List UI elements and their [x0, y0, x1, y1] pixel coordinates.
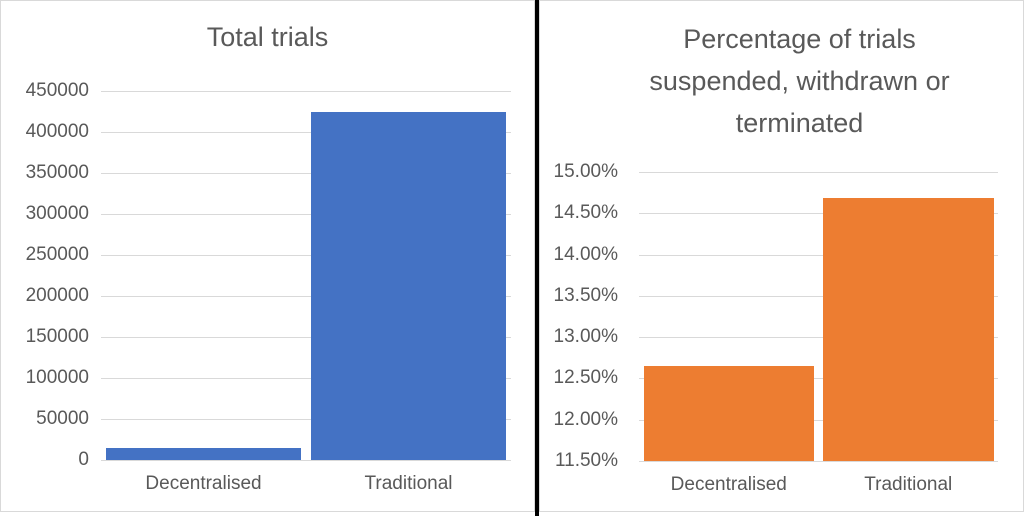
gridline-1150 [639, 461, 998, 462]
y-axis-tick-label: 400000 [25, 121, 89, 142]
y-axis-tick-label: 150000 [25, 326, 89, 347]
gridline-1400 [639, 255, 998, 256]
bar-decentralised [643, 366, 814, 461]
y-axis-tick-label: 450000 [25, 80, 89, 101]
y-axis-tick-label: 12.00% [553, 409, 618, 430]
y-axis-tick-label: 0 [78, 449, 89, 470]
total-trials-chart: Total trials 450000 400000 350000 300000 250… [0, 0, 535, 512]
gridline-350000 [101, 173, 511, 174]
gridline-400000 [101, 132, 511, 133]
gridline-100000 [101, 378, 511, 379]
x-axis-label-traditional: Traditional [864, 474, 953, 495]
percentage-suspended-chart: Percentage of trials suspended, withdraw… [539, 0, 1024, 512]
gridline-1500 [639, 172, 998, 173]
y-axis-tick-label: 350000 [25, 162, 89, 183]
chart-title-total-trials: Total trials [206, 22, 329, 52]
y-axis-tick-label: 12.50% [553, 367, 618, 388]
gridline-250000 [101, 255, 511, 256]
bar-traditional [311, 112, 506, 460]
bar-traditional [823, 198, 994, 461]
gridline-50000 [101, 419, 511, 420]
chart-title-percentage-suspended: Percentage of trials suspended, withdraw… [649, 24, 950, 138]
x-axis-label-decentralised: Decentralised [670, 474, 787, 495]
y-axis-tick-label: 250000 [25, 244, 89, 265]
gridline-150000 [101, 337, 511, 338]
y-axis-tick-label: 11.50% [554, 450, 618, 471]
y-axis-tick-label: 13.00% [553, 326, 618, 347]
x-axis-label-decentralised: Decentralised [145, 473, 262, 494]
y-axis-tick-label: 14.50% [553, 202, 618, 223]
gridline-450000 [101, 91, 511, 92]
panel-divider [535, 0, 539, 516]
gridline-0 [101, 460, 511, 461]
bar-decentralised [106, 448, 301, 460]
gridline-1450 [639, 213, 998, 214]
x-axis-label-traditional: Traditional [364, 473, 453, 494]
gridline-1300 [639, 337, 998, 338]
gridline-1200 [639, 420, 998, 421]
gridline-1350 [639, 296, 998, 297]
y-axis-tick-label: 100000 [25, 367, 89, 388]
gridline-1250 [639, 378, 998, 379]
y-axis-tick-label: 200000 [25, 285, 89, 306]
y-axis-tick-label: 14.00% [553, 244, 618, 265]
gridline-200000 [101, 296, 511, 297]
gridline-300000 [101, 214, 511, 215]
y-axis-tick-label: 300000 [25, 203, 89, 224]
y-axis-tick-label: 15.00% [553, 161, 618, 182]
y-axis-tick-label: 50000 [36, 408, 89, 429]
y-axis-tick-label: 13.50% [553, 285, 618, 306]
